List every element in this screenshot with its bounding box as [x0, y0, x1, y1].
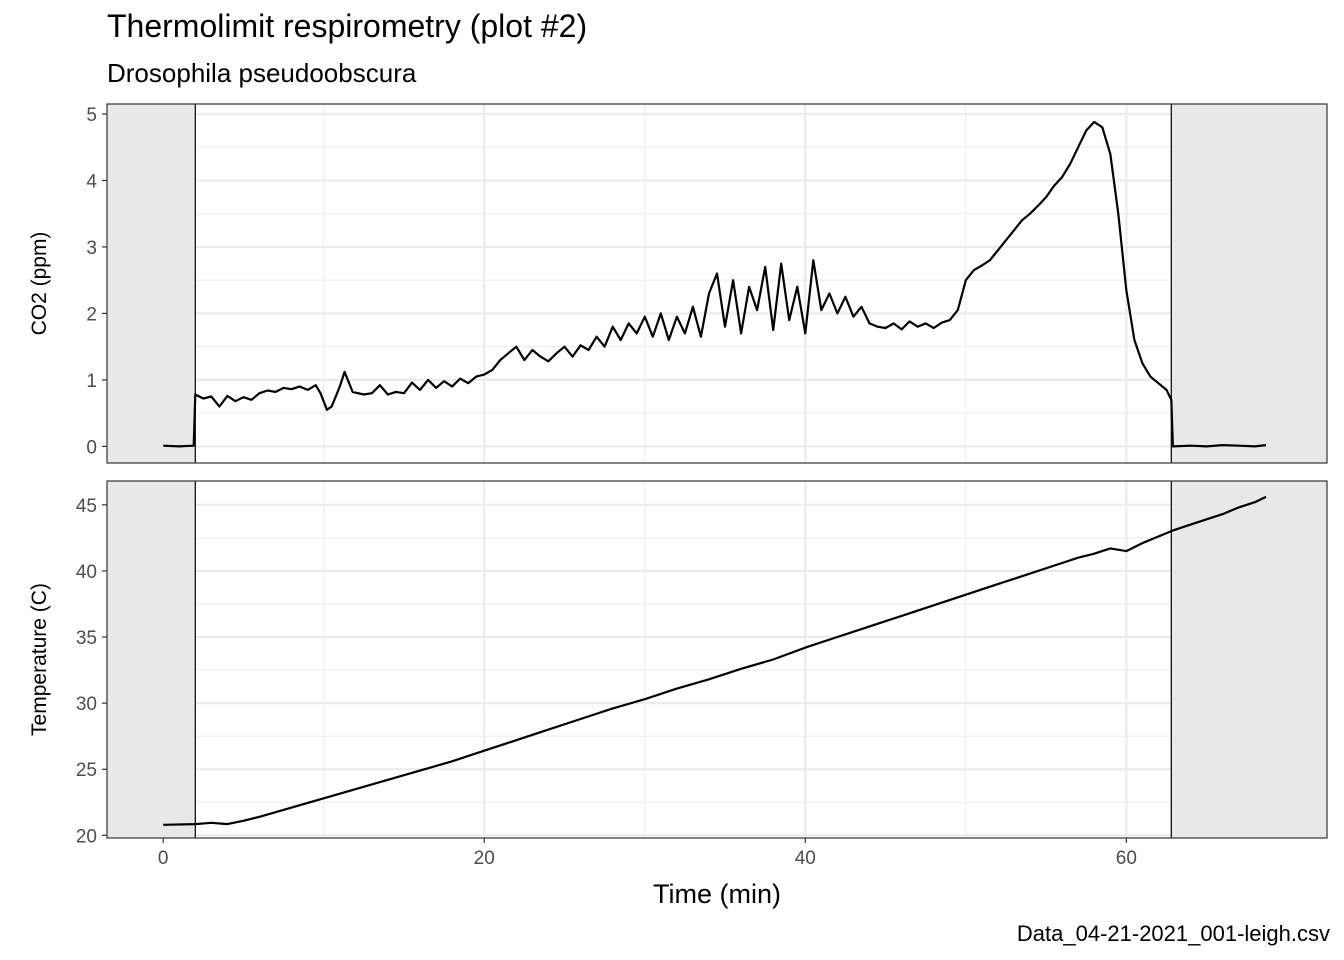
shaded-region-start [107, 104, 196, 463]
y-tick-label: 1 [86, 371, 97, 392]
y-tick-label: 0 [86, 437, 97, 458]
series-line-temperature [163, 495, 1267, 826]
y-tick-label: 2 [86, 304, 97, 325]
chart-caption: Data_04-21-2021_001-leigh.csv [1016, 921, 1330, 946]
panel-temperature: 20 25 30 35 40 45 Temperature (C) [28, 480, 1328, 847]
y-tick-label: 25 [76, 760, 97, 781]
y-tick-label: 3 [86, 238, 97, 259]
shaded-region-end [1171, 104, 1327, 463]
y-tick-label: 45 [76, 496, 97, 517]
shaded-region-start [107, 481, 196, 838]
x-tick-label: 0 [158, 848, 169, 869]
y-tick-label: 5 [86, 105, 97, 126]
panel-border [106, 480, 1328, 839]
series-line-co2 [163, 120, 1267, 448]
panel-border [106, 103, 1328, 464]
y-tick-label: 4 [86, 171, 97, 192]
y-tick-label: 20 [76, 826, 97, 847]
y-tick-label: 35 [76, 628, 97, 649]
x-tick-label: 40 [795, 848, 816, 869]
panel-background [107, 481, 1327, 838]
shaded-region-end [1171, 481, 1327, 838]
panel-co2: 0 1 2 3 4 5 CO2 (ppm) [28, 103, 1328, 464]
y-axis-label-co2: CO2 (ppm) [28, 232, 51, 336]
x-tick-label: 20 [474, 848, 495, 869]
x-axis-label: Time (min) [653, 879, 781, 909]
chart-title: Thermolimit respirometry (plot #2) [107, 8, 588, 44]
y-tick-label: 40 [76, 562, 97, 583]
y-axis-label-temperature: Temperature (C) [28, 583, 51, 736]
x-tick-label: 60 [1116, 848, 1137, 869]
y-tick-label: 30 [76, 694, 97, 715]
chart-subtitle: Drosophila pseudoobscura [107, 58, 417, 88]
panel-background [107, 104, 1327, 463]
